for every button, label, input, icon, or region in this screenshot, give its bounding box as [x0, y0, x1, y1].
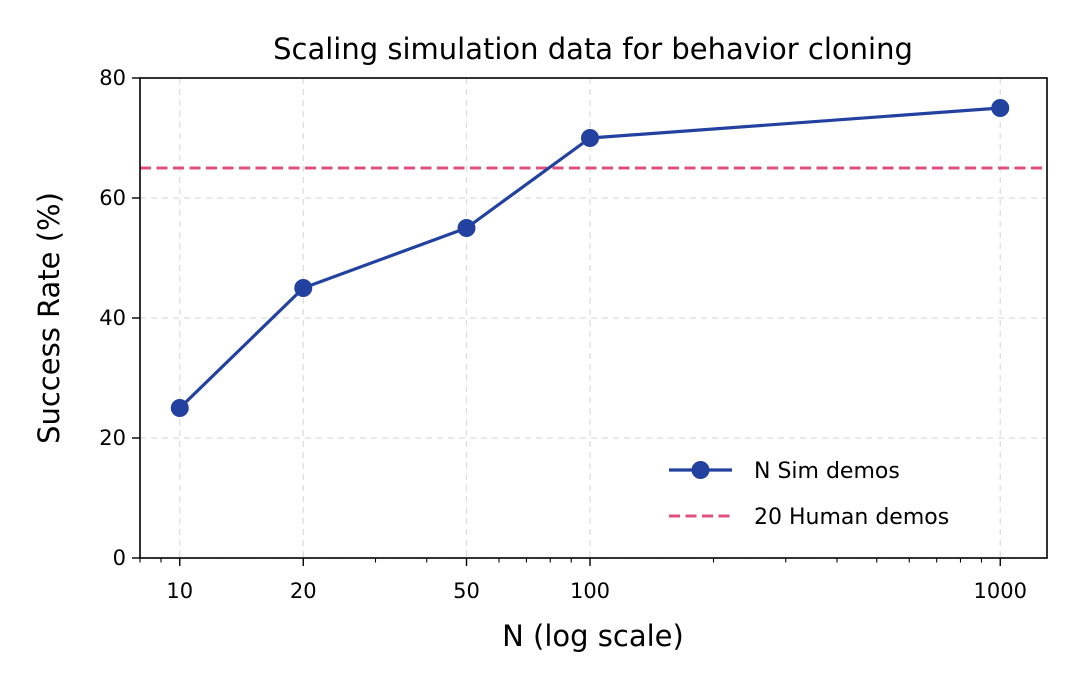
y-tick-label: 60: [99, 186, 126, 210]
axis-ticks: 0 20 40 60 80 10 20 50 100 1000: [99, 66, 1027, 603]
x-tick-label: 10: [166, 579, 193, 603]
x-axis-label: N (log scale): [502, 619, 684, 653]
series: [170, 99, 1010, 417]
data-point-marker: [581, 129, 600, 147]
data-point-marker: [170, 399, 189, 417]
x-tick-label: 20: [290, 579, 317, 603]
y-tick-label: 80: [99, 66, 126, 90]
x-tick-label: 1000: [974, 579, 1027, 603]
legend: N Sim demos 20 Human demos: [669, 459, 949, 530]
x-tick-label: 50: [453, 579, 480, 603]
y-axis-label: Success Rate (%): [32, 192, 66, 444]
x-tick-label: 100: [570, 579, 610, 603]
y-tick-label: 0: [113, 546, 126, 570]
legend-sim-label: N Sim demos: [754, 459, 900, 484]
data-point-marker: [294, 279, 313, 297]
y-tick-label: 20: [99, 426, 126, 450]
data-point-marker: [457, 219, 476, 237]
chart-title: Scaling simulation data for behavior clo…: [273, 32, 913, 66]
legend-human-label: 20 Human demos: [754, 505, 949, 530]
y-tick-label: 40: [99, 306, 126, 330]
legend-sim-marker: [691, 461, 710, 479]
data-point-marker: [991, 99, 1010, 117]
